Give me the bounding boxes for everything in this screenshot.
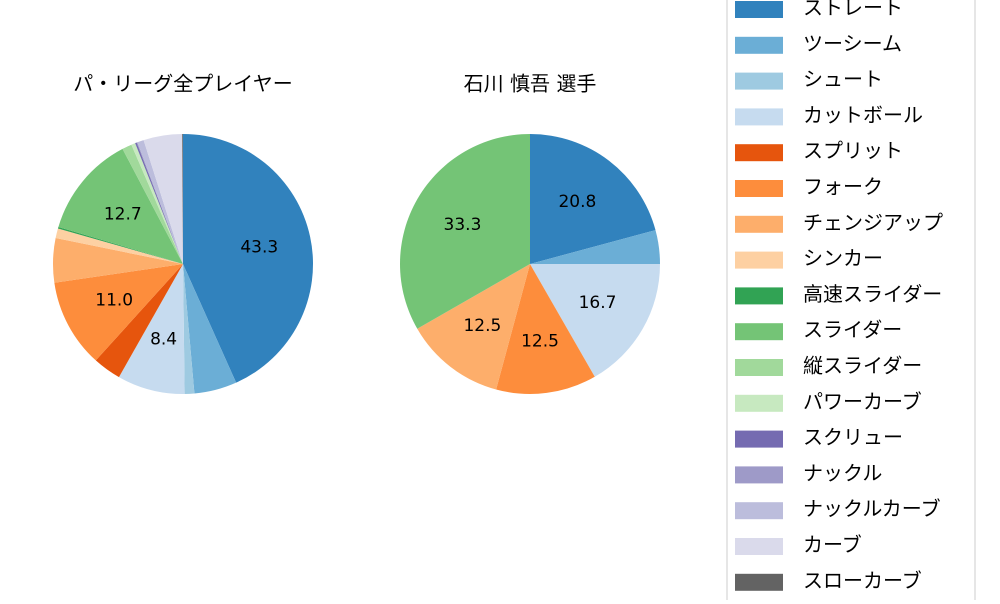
value-label: 43.3 [240, 238, 278, 258]
legend-swatch [735, 144, 783, 162]
legend-swatch [735, 287, 783, 305]
value-label: 33.3 [444, 215, 482, 235]
legend-swatch [735, 394, 783, 412]
legend-box [726, 0, 976, 604]
legend-swatch [735, 538, 783, 555]
pie-slice [131, 143, 183, 264]
legend-label: スライダー [803, 318, 902, 342]
legend-swatch [735, 323, 783, 341]
legend-swatch [735, 466, 783, 484]
legend-label: シンカー [803, 246, 883, 270]
legend-swatch [735, 72, 783, 90]
pie-slice [182, 134, 183, 264]
pie-slice [54, 264, 184, 361]
pie-slice [530, 134, 656, 264]
chart-title: 石川 慎吾 選手 [464, 72, 597, 96]
legend-swatch [735, 1, 783, 18]
pie-slice [118, 264, 185, 394]
legend-label: シュート [803, 67, 883, 91]
value-label: 12.5 [521, 331, 559, 351]
pie-slice [183, 264, 195, 394]
legend-swatch [735, 359, 783, 376]
legend-swatch [735, 215, 783, 233]
pie-slice [58, 148, 183, 264]
legend-label: スクリュー [803, 425, 903, 449]
pie-slice [530, 264, 660, 377]
legend-swatch [735, 573, 783, 591]
legend-label: スプリット [803, 139, 903, 163]
pie-slice [496, 264, 595, 394]
pie-slice [95, 264, 183, 378]
value-label: 12.7 [104, 204, 142, 224]
legend-label: チェンジアップ [803, 210, 943, 234]
value-label: 11.0 [95, 291, 133, 311]
chart-title: パ・リーグ全プレイヤー [73, 72, 292, 96]
legend-label: ストレート [803, 0, 903, 20]
legend-swatch [735, 502, 783, 520]
pie-slice [57, 226, 183, 264]
legend-label: 縦スライダー [803, 354, 922, 378]
legend-label: カットボール [803, 103, 923, 127]
pie-slice [183, 134, 313, 383]
pie-slice [417, 264, 530, 390]
legend-swatch [735, 180, 783, 197]
pie-slice [183, 264, 237, 394]
legend-label: ナックルカーブ [803, 497, 941, 521]
legend-swatch [735, 251, 783, 269]
pie-slice [137, 140, 183, 264]
legend-label: 高速スライダー [803, 282, 942, 306]
pie-slice [55, 228, 183, 264]
pie-slice [400, 133, 531, 329]
pie-slice [530, 230, 660, 264]
pie-slice [136, 142, 183, 264]
legend-label: ナックル [803, 461, 882, 485]
legend-label: フォーク [803, 175, 883, 199]
legend-swatch [735, 430, 783, 448]
value-label: 8.4 [150, 330, 177, 350]
pie-slice [135, 142, 183, 264]
legend-label: パワーカーブ [803, 389, 922, 413]
legend-swatch [735, 36, 783, 54]
pie-slice [52, 238, 183, 283]
pie-slice [143, 134, 183, 264]
legend-label: ツーシーム [803, 31, 902, 55]
value-label: 12.5 [463, 316, 501, 336]
value-label: 20.8 [558, 192, 596, 212]
pie-slice [122, 144, 183, 264]
legend-swatch [735, 108, 783, 126]
legend-label: スローカーブ [803, 568, 922, 592]
value-label: 16.7 [579, 293, 617, 313]
legend-label: カーブ [803, 533, 862, 557]
